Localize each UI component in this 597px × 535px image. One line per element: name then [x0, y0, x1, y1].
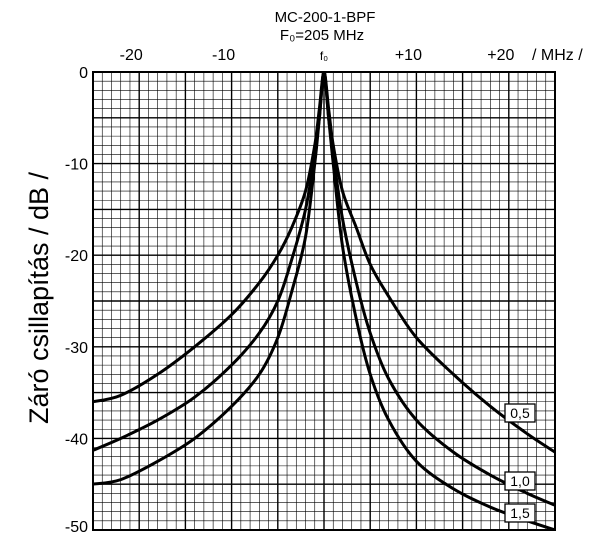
series-line	[93, 72, 555, 454]
x-tick-label: f₀	[320, 49, 328, 63]
x-tick-label: +10	[395, 47, 422, 64]
y-tick-label: 0	[79, 65, 88, 82]
curve-label-box	[504, 403, 536, 423]
grid	[92, 71, 556, 531]
series-line	[93, 72, 555, 530]
x-tick-label: -10	[212, 47, 235, 64]
chart-subtitle: F₀=205 MHz	[280, 27, 364, 44]
y-tick-label: -40	[65, 431, 88, 448]
y-axis-label: Záró csillapítás / dB /	[24, 171, 54, 424]
chart-title: MC-200-1-BPF	[275, 9, 376, 26]
curve-label: 0,5	[510, 405, 530, 421]
y-tick-label: -10	[65, 157, 88, 174]
y-tick-label: -30	[65, 340, 88, 357]
curve-label: 1,0	[510, 473, 530, 489]
x-tick-label: +20	[487, 47, 514, 64]
curve-label: 1,5	[510, 505, 530, 521]
curve-labels: 0,5 1,0 1,5	[504, 403, 536, 523]
curve-label-box	[504, 471, 536, 491]
y-tick-label: -20	[65, 248, 88, 265]
tick-labels: -20 -10 f₀ +10 +20 0 -10 -20 -30 -40 -50	[65, 47, 515, 535]
curve-label-box	[504, 503, 536, 523]
x-tick-label: -20	[120, 47, 143, 64]
series-lines	[93, 72, 555, 530]
x-axis-unit-label: / MHz /	[532, 47, 583, 64]
y-tick-label: -50	[65, 519, 88, 535]
